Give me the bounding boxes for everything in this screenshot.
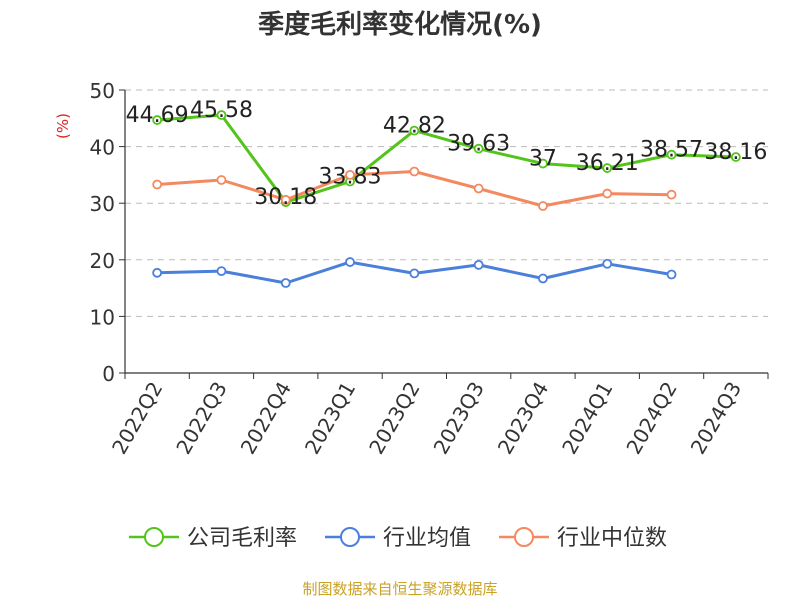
- data-label: 45.58: [190, 98, 253, 123]
- y-axis-label: (%): [54, 113, 72, 139]
- data-point: [216, 266, 227, 277]
- legend: 公司毛利率 行业均值 行业中位数: [129, 526, 667, 551]
- series-lines: [152, 110, 741, 288]
- data-label: 42.82: [383, 114, 446, 139]
- y-tick-label: 0: [102, 362, 115, 386]
- data-point: [280, 194, 291, 205]
- data-point: [216, 175, 227, 185]
- y-tick-label: 20: [90, 249, 115, 273]
- grid-lines: [125, 89, 768, 317]
- source-note: 制图数据来自恒生聚源数据库: [302, 580, 497, 598]
- series-line-0: [157, 113, 736, 204]
- legend-marker: [144, 527, 164, 547]
- x-tick-label: 2024Q1: [557, 378, 617, 459]
- data-point: [538, 201, 548, 211]
- legend-marker: [340, 527, 360, 547]
- x-tick-label: 2022Q3: [171, 378, 231, 459]
- data-point: [409, 125, 420, 136]
- data-label: 44.69: [126, 103, 189, 128]
- legend-item-1: 行业均值: [325, 526, 471, 551]
- data-label: 39.63: [447, 132, 510, 157]
- data-point: [473, 143, 484, 154]
- y-tick-label: 50: [90, 79, 115, 103]
- data-label: 36.21: [576, 151, 639, 176]
- x-tick-label: 2022Q2: [107, 378, 167, 459]
- y-tick-label: 40: [90, 136, 115, 160]
- data-label: 33.83: [319, 165, 382, 190]
- data-label: 30.18: [254, 185, 317, 210]
- series-line-2: [157, 170, 672, 208]
- x-tick-label: 2024Q2: [621, 378, 681, 459]
- data-point: [216, 110, 227, 120]
- legend-label: 行业中位数: [557, 526, 667, 551]
- data-point: [666, 269, 677, 280]
- data-label: 37: [529, 147, 557, 172]
- legend-label: 行业均值: [383, 526, 471, 551]
- data-point: [345, 257, 355, 267]
- data-label: 38.16: [704, 140, 767, 165]
- legend-item-2: 行业中位数: [499, 526, 667, 551]
- x-tick-label: 2022Q4: [236, 378, 296, 459]
- legend-item-0: 公司毛利率: [129, 526, 297, 551]
- data-point: [538, 273, 548, 284]
- data-point: [730, 152, 741, 162]
- data-point: [538, 158, 548, 169]
- data-point: [280, 278, 291, 288]
- data-point: [666, 149, 677, 160]
- data-point: [409, 166, 420, 177]
- x-tick-label: 2023Q3: [429, 378, 489, 459]
- x-tick-label: 2024Q3: [686, 378, 746, 459]
- data-point: [345, 169, 355, 180]
- data-label: 38.57: [640, 138, 703, 163]
- x-tick-label: 2023Q2: [364, 378, 424, 459]
- data-point: [409, 268, 420, 279]
- data-point: [473, 259, 484, 270]
- data-point: [152, 115, 163, 125]
- y-tick-label: 10: [90, 305, 115, 329]
- y-tick-label: 30: [90, 192, 115, 216]
- data-point: [602, 258, 613, 269]
- data-point: [473, 183, 484, 194]
- data-point: [152, 267, 163, 278]
- chart-title: 季度毛利率变化情况(%): [258, 9, 542, 40]
- x-tick-label: 2023Q4: [493, 378, 553, 459]
- data-point: [602, 188, 613, 199]
- legend-label: 公司毛利率: [187, 526, 297, 551]
- data-point: [666, 189, 677, 200]
- legend-marker: [514, 527, 534, 547]
- data-point: [602, 163, 613, 173]
- data-point: [152, 179, 163, 190]
- x-tick-label: 2023Q1: [300, 378, 360, 459]
